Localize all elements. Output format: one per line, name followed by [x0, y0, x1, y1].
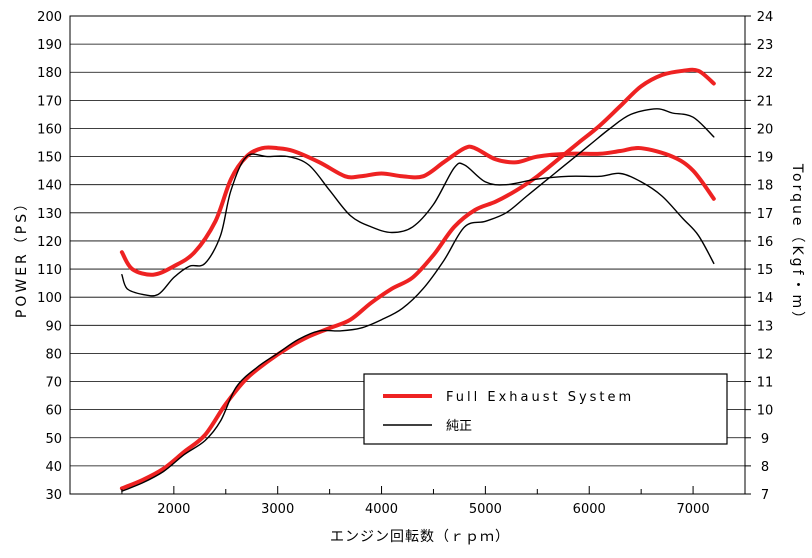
y-right-tick-label: 22 — [757, 66, 774, 81]
legend-label-stock: 純正 — [446, 419, 472, 434]
y-right-tick-label: 9 — [761, 432, 769, 447]
legend-box — [363, 373, 728, 445]
y-left-tick-label: 160 — [37, 122, 62, 137]
legend-label-full-exhaust: Full Exhaust System — [446, 390, 634, 405]
y-right-tick-label: 16 — [757, 235, 774, 250]
series-line-full-exhaust-torque — [119, 144, 716, 277]
y-right-tick-label: 13 — [757, 319, 774, 334]
y-axis-left-title: POWER（PS） — [14, 194, 30, 318]
y-left-tick-label: 140 — [37, 179, 62, 194]
series-line-stock-power — [121, 108, 715, 492]
y-left-tick-label: 60 — [45, 404, 62, 419]
y-right-tick-label: 18 — [757, 179, 774, 194]
y-left-tick-label: 130 — [37, 207, 62, 222]
y-right-tick-label: 19 — [757, 151, 774, 166]
right-axis-ticks: 7 8 9 10 11 12 13 14 15 16 17 18 19 20 21 22 23 24 — [745, 10, 773, 503]
y-right-tick-label: 24 — [757, 10, 774, 25]
y-left-tick-label: 40 — [45, 460, 62, 475]
y-right-tick-label: 14 — [757, 291, 774, 306]
y-right-tick-label: 11 — [757, 376, 774, 391]
y-left-tick-label: 90 — [45, 319, 62, 334]
y-right-tick-label: 15 — [757, 263, 774, 278]
y-right-tick-label: 12 — [757, 347, 774, 362]
series-layer — [119, 67, 716, 492]
y-left-tick-label: 150 — [37, 151, 62, 166]
y-right-tick-label: 17 — [757, 207, 774, 222]
y-right-tick-label: 8 — [761, 460, 769, 475]
y-right-tick-label: 20 — [757, 122, 774, 137]
x-tick-label: 3000 — [261, 502, 294, 517]
series-line-full-exhaust-power — [119, 67, 716, 491]
y-left-tick-label: 190 — [37, 38, 62, 53]
x-axis-ticks: 2000 3000 4000 5000 6000 7000 — [121, 486, 710, 517]
y-left-tick-label: 180 — [37, 66, 62, 81]
y-left-tick-label: 200 — [37, 10, 62, 25]
y-right-tick-label: 10 — [757, 404, 774, 419]
plot-frame — [69, 15, 746, 495]
y-left-tick-label: 170 — [37, 94, 62, 109]
x-axis-title: エンジン回転数（ｒｐｍ） — [330, 529, 510, 545]
y-left-tick-label: 30 — [45, 488, 62, 503]
x-tick-label: 7000 — [677, 502, 710, 517]
y-left-tick-label: 50 — [45, 432, 62, 447]
y-axis-right-title: Torque（Kgf・m） — [789, 163, 805, 328]
x-tick-label: 6000 — [573, 502, 606, 517]
y-right-tick-label: 23 — [757, 38, 774, 53]
y-left-tick-label: 110 — [37, 263, 62, 278]
y-left-tick-label: 100 — [37, 291, 62, 306]
y-right-tick-label: 7 — [761, 488, 769, 503]
y-left-tick-label: 70 — [45, 376, 62, 391]
y-right-tick-label: 21 — [757, 94, 774, 109]
y-left-tick-label: 120 — [37, 235, 62, 250]
x-tick-label: 2000 — [157, 502, 190, 517]
legend: Full Exhaust System 純正 — [363, 373, 728, 445]
x-tick-label: 5000 — [469, 502, 502, 517]
y-left-tick-label: 80 — [45, 347, 62, 362]
x-tick-label: 4000 — [365, 502, 398, 517]
left-axis-ticks: 30 40 50 60 70 80 90 100 110 120 130 140 150 160 170 18… — [37, 10, 62, 503]
series-line-stock-torque — [121, 153, 715, 297]
